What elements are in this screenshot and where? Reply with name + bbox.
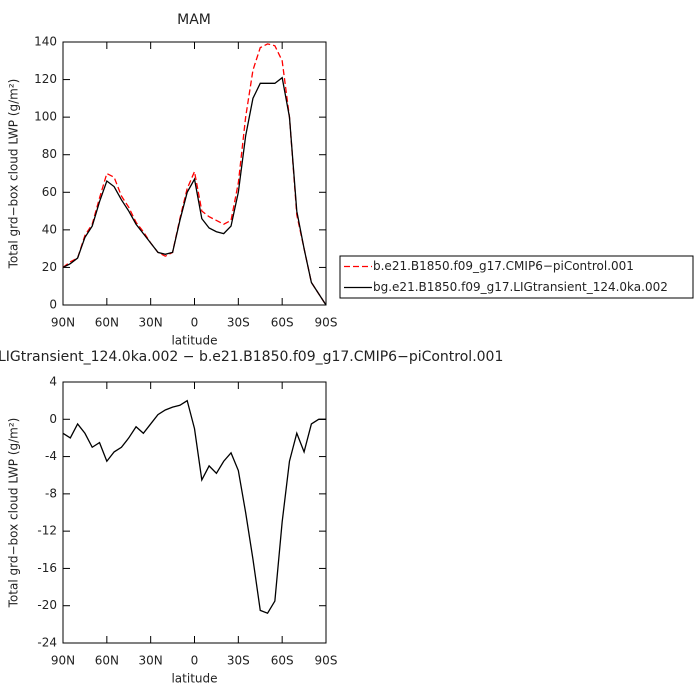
y-axis-label: Total grd−box cloud LWP (g/m²) <box>7 418 21 609</box>
chart-title: LIGtransient_124.0ka.002 − b.e21.B1850.f… <box>0 349 503 365</box>
y-tick-label: 80 <box>42 147 57 161</box>
plot-frame <box>62 41 327 306</box>
y-tick-label: 4 <box>49 375 57 389</box>
y-axis-label: Total grd−box cloud LWP (g/m²) <box>7 79 21 270</box>
y-tick-label: 140 <box>34 35 57 49</box>
plot-frame <box>62 381 327 644</box>
y-tick-label: -20 <box>37 598 57 612</box>
x-tick-label: 60N <box>95 316 119 330</box>
x-tick-label: 30N <box>139 654 163 668</box>
x-tick-label: 30S <box>227 654 250 668</box>
x-tick-label: 90N <box>51 654 75 668</box>
legend-label: bg.e21.B1850.f09_g17.LIGtransient_124.0k… <box>373 280 668 294</box>
y-tick-label: -8 <box>45 486 57 500</box>
legend-label: b.e21.B1850.f09_g17.CMIP6−piControl.001 <box>373 259 634 273</box>
data-line <box>62 76 327 306</box>
y-tick-label: 0 <box>49 412 57 426</box>
x-axis-label: latitude <box>171 334 217 348</box>
x-tick-label: 30N <box>139 316 163 330</box>
y-tick-label: 0 <box>49 298 57 312</box>
x-tick-label: 60S <box>271 654 294 668</box>
x-tick-label: 0 <box>191 654 199 668</box>
x-tick-label: 60S <box>271 316 294 330</box>
x-tick-label: 30S <box>227 316 250 330</box>
x-tick-label: 0 <box>191 316 199 330</box>
legend-box <box>339 255 694 299</box>
y-tick-label: -4 <box>45 449 57 463</box>
x-tick-label: 90S <box>315 316 338 330</box>
x-axis-label: latitude <box>171 672 217 686</box>
y-tick-label: 40 <box>42 222 57 236</box>
x-tick-label: 60N <box>95 654 119 668</box>
x-tick-label: 90N <box>51 316 75 330</box>
data-line <box>62 43 327 306</box>
chart-title: MAM <box>177 12 211 28</box>
x-tick-label: 90S <box>315 654 338 668</box>
y-tick-label: 100 <box>34 110 57 124</box>
y-tick-label: 20 <box>42 260 57 274</box>
y-tick-label: 60 <box>42 185 57 199</box>
y-tick-label: 120 <box>34 72 57 86</box>
y-tick-label: -12 <box>37 524 57 538</box>
y-tick-label: -16 <box>37 561 57 575</box>
data-line <box>62 399 326 614</box>
y-tick-label: -24 <box>37 636 57 650</box>
